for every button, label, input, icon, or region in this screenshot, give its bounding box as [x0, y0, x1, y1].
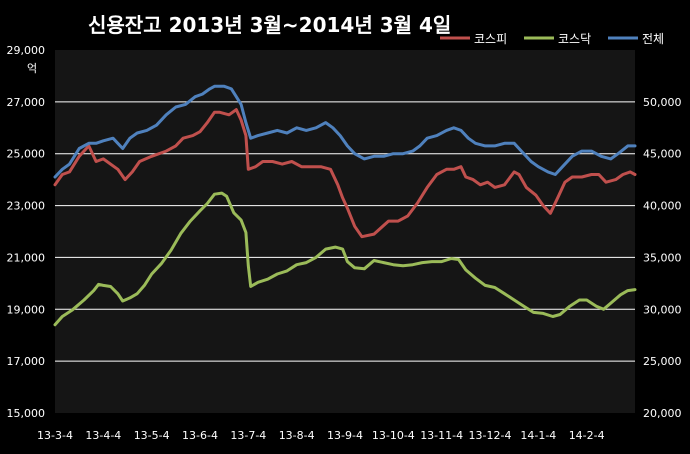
y-unit-label: 억	[27, 62, 37, 75]
x-tick-label: 13-8-4	[279, 429, 315, 442]
axes: 15,000 17,000 19,000 21,000 23,000 25,000 27,0…	[7, 44, 682, 442]
series-lines	[53, 84, 637, 327]
x-tick-label: 13-11-4	[420, 429, 463, 442]
chart-title: 신용잔고 2013년 3월~2014년 3월 4일	[88, 13, 451, 37]
right-y-tick-label: 20,000	[643, 407, 682, 420]
series-line-코스닥	[53, 191, 637, 327]
series-line-전체	[53, 84, 637, 179]
left-y-tick-label: 25,000	[7, 148, 46, 161]
right-y-tick-label: 45,000	[643, 148, 682, 161]
right-y-tick-label: 50,000	[643, 96, 682, 109]
left-y-tick-label: 23,000	[7, 200, 46, 213]
left-y-tick-label: 29,000	[7, 44, 46, 57]
plot-area	[55, 50, 635, 413]
right-y-tick-label: 40,000	[643, 200, 682, 213]
x-tick-label: 13-7-4	[230, 429, 266, 442]
x-tick-label: 13-9-4	[327, 429, 363, 442]
legend-label: 전체	[642, 32, 664, 46]
legend: 코스피 코스닥 전체	[440, 32, 664, 46]
x-tick-label: 13-4-4	[85, 429, 121, 442]
left-y-tick-label: 21,000	[7, 251, 46, 264]
x-tick-label: 13-5-4	[134, 429, 170, 442]
left-y-tick-label: 19,000	[7, 303, 46, 316]
x-tick-label: 13-12-4	[469, 429, 512, 442]
left-y-tick-label: 15,000	[7, 407, 46, 420]
right-y-tick-label: 30,000	[643, 303, 682, 316]
left-y-tick-label: 27,000	[7, 96, 46, 109]
legend-label: 코스닥	[558, 32, 591, 46]
right-y-tick-label: 35,000	[643, 251, 682, 264]
series-line-코스피	[53, 108, 637, 239]
x-tick-label: 14-2-4	[569, 429, 605, 442]
legend-label: 코스피	[474, 32, 507, 46]
right-y-tick-label: 25,000	[643, 355, 682, 368]
x-tick-label: 14-1-4	[520, 429, 556, 442]
left-y-tick-label: 17,000	[7, 355, 46, 368]
x-tick-label: 13-10-4	[372, 429, 415, 442]
x-tick-label: 13-3-4	[37, 429, 73, 442]
x-tick-label: 13-6-4	[182, 429, 218, 442]
